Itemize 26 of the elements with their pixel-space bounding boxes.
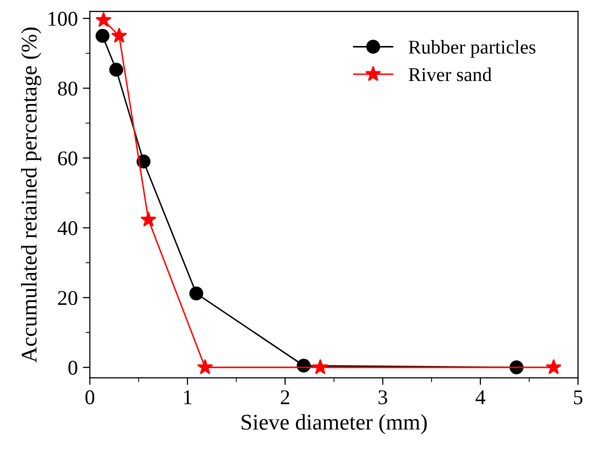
x-tick-label: 1 [184, 390, 192, 404]
point [546, 359, 562, 374]
y-tick-label: 60 [58, 151, 78, 166]
x-tick-label: 3 [378, 390, 388, 404]
legend-label: River sand [408, 68, 492, 82]
y-tick-label: 0 [68, 360, 78, 375]
y-tick-label: 20 [58, 290, 78, 306]
point [96, 12, 112, 28]
y-tick-label: 80 [58, 82, 78, 96]
y-tick-label: 100 [48, 12, 78, 26]
legend-label: Rubber particles [408, 40, 536, 58]
y-tick-label: 40 [58, 221, 78, 236]
x-tick-label: 4 [476, 390, 486, 404]
point [197, 359, 214, 374]
point [96, 28, 110, 43]
point [111, 28, 128, 43]
point [140, 211, 156, 227]
point [189, 286, 204, 300]
x-axis-title: Sieve diameter (mm) [242, 414, 427, 434]
x-tick-label: 2 [280, 390, 290, 404]
x-tick-label: 0 [85, 390, 94, 404]
point [312, 359, 328, 374]
point [109, 62, 124, 77]
x-tick-label: 5 [574, 390, 582, 404]
point [136, 154, 150, 168]
y-axis-title: Accumulated retained percentage (%) [21, 28, 42, 363]
